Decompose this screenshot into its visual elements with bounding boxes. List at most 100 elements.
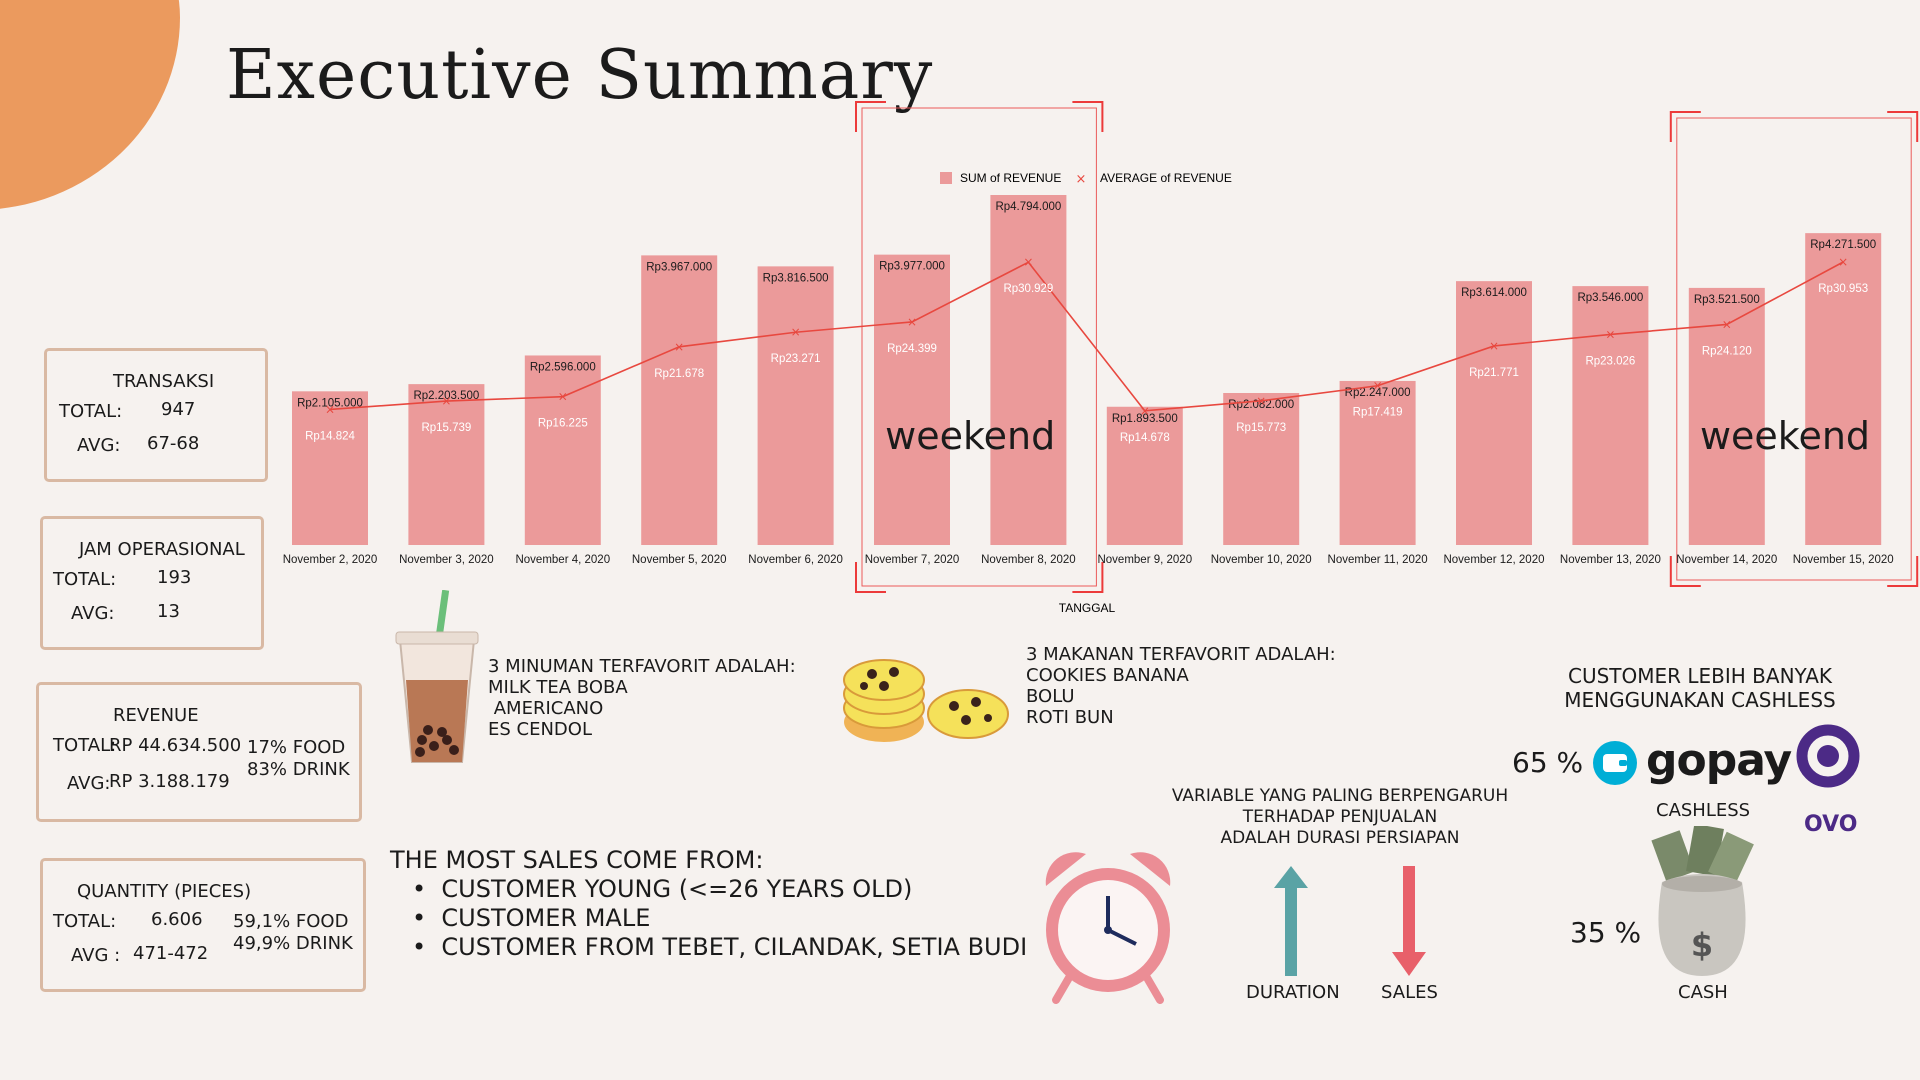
favorite-drinks: 3 MINUMAN TERFAVORIT ADALAH: MILK TEA BO… xyxy=(488,656,796,740)
line-marker: × xyxy=(1373,379,1383,393)
legend: SUM of REVENUE × AVERAGE of REVENUE xyxy=(940,171,1232,187)
x-tick-label: November 5, 2020 xyxy=(632,554,727,566)
x-tick-label: November 10, 2020 xyxy=(1211,554,1312,566)
card-total-value: 193 xyxy=(157,567,192,588)
card-total-label: TOTAL: xyxy=(53,735,117,756)
card-avg-value: 67-68 xyxy=(147,433,200,454)
variable-line: ADALAH DURASI PERSIAPAN xyxy=(1220,828,1460,848)
drink-item: ES CENDOL xyxy=(488,719,592,740)
line-value-label: Rp30.929 xyxy=(1003,283,1053,295)
line-value-label: Rp24.120 xyxy=(1702,345,1752,357)
bar-value-label: Rp4.794.000 xyxy=(995,201,1061,213)
x-tick-label: November 7, 2020 xyxy=(865,554,960,566)
x-tick-label: November 2, 2020 xyxy=(283,554,378,566)
legend-marker-average: × xyxy=(1076,172,1087,187)
x-tick-label: November 15, 2020 xyxy=(1793,554,1894,566)
bar xyxy=(757,266,834,545)
x-tick-label: November 8, 2020 xyxy=(981,554,1076,566)
most-sales-item: • CUSTOMER FROM TEBET, CILANDAK, SETIA B… xyxy=(412,933,1028,961)
legend-label-revenue: SUM of REVENUE xyxy=(960,171,1061,185)
variable-line: VARIABLE YANG PALING BERPENGARUH xyxy=(1171,786,1509,806)
card-transaksi: TRANSAKSI TOTAL: 947 AVG: 67-68 xyxy=(44,348,268,482)
card-total-value: 6.606 xyxy=(151,909,203,930)
arrow-down-icon xyxy=(1392,866,1426,976)
drink-item: AMERICANO xyxy=(488,698,604,719)
page-title: Executive Summary xyxy=(226,36,934,115)
frame-corner xyxy=(1072,562,1104,593)
x-tick-label: November 13, 2020 xyxy=(1560,554,1661,566)
frame-corner xyxy=(1072,101,1104,132)
line-marker: × xyxy=(907,315,917,329)
card-avg-label: AVG : xyxy=(71,945,121,966)
bar xyxy=(292,391,368,545)
card-split-food: 59,1% FOOD xyxy=(233,911,349,932)
card-jam-operasional: JAM OPERASIONAL TOTAL: 193 AVG: 13 xyxy=(40,516,264,650)
bar-value-label: Rp4.271.500 xyxy=(1810,239,1876,251)
line-marker: × xyxy=(1140,404,1150,418)
line-marker: × xyxy=(791,325,801,339)
frame-corner xyxy=(1669,111,1701,142)
food-item: COOKIES BANANA xyxy=(1026,665,1189,686)
line-value-label: Rp15.739 xyxy=(421,422,471,434)
line-marker: × xyxy=(325,402,335,416)
card-avg-label: AVG: xyxy=(77,435,121,456)
card-split-drink: 49,9% DRINK xyxy=(233,933,353,954)
line-value-label: Rp24.399 xyxy=(887,343,937,355)
card-total-label: TOTAL: xyxy=(53,569,117,590)
line-value-label: Rp16.225 xyxy=(538,418,588,430)
favorite-foods-heading: 3 MAKANAN TERFAVORIT ADALAH: xyxy=(1026,644,1336,665)
card-total-label: TOTAL: xyxy=(53,911,117,932)
card-heading: REVENUE xyxy=(113,705,199,726)
frame-corner xyxy=(1887,111,1919,142)
line-value-label: Rp14.824 xyxy=(305,430,355,442)
card-heading: JAM OPERASIONAL xyxy=(79,539,245,560)
most-sales: THE MOST SALES COME FROM: • CUSTOMER YOU… xyxy=(390,846,1027,962)
gopay-wallet-icon xyxy=(1593,741,1637,785)
boba-drink-icon xyxy=(395,590,479,763)
cookies-icon xyxy=(843,659,1009,742)
bar xyxy=(524,355,601,545)
bar xyxy=(1339,380,1416,545)
bar xyxy=(1688,287,1765,545)
line-value-label: Rp30.953 xyxy=(1818,283,1868,295)
weekend-highlight xyxy=(1669,111,1919,587)
frame-corner xyxy=(855,562,886,593)
line-value-label: Rp23.271 xyxy=(771,353,821,365)
x-tick-label: November 3, 2020 xyxy=(399,554,494,566)
cashless-percent: 65 % xyxy=(1512,746,1584,779)
variable-line: TERHADAP PENJUALAN xyxy=(1242,807,1438,827)
x-axis-label: TANGGAL xyxy=(1059,601,1116,615)
frame-corner xyxy=(1887,556,1919,587)
favorite-foods: 3 MAKANAN TERFAVORIT ADALAH: COOKIES BAN… xyxy=(1026,644,1336,728)
bar-value-label: Rp2.105.000 xyxy=(297,397,363,409)
payment-line: CUSTOMER LEBIH BANYAK xyxy=(1567,664,1833,688)
weekend-label: weekend xyxy=(885,414,1055,458)
card-total-label: TOTAL: xyxy=(59,401,123,422)
x-tick-label: November 12, 2020 xyxy=(1443,554,1544,566)
card-heading: TRANSAKSI xyxy=(113,371,215,392)
card-split-drink: 83% DRINK xyxy=(247,759,350,780)
bar xyxy=(874,254,950,546)
bar xyxy=(1456,281,1532,545)
ovo-label: OVO xyxy=(1804,812,1858,837)
bar-value-label: Rp3.521.500 xyxy=(1694,294,1760,306)
arrow-up-icon xyxy=(1274,866,1308,976)
card-total-value: RP 44.634.500 xyxy=(109,735,242,756)
drink-item: MILK TEA BOBA xyxy=(488,677,628,698)
bar xyxy=(1572,286,1649,545)
line-marker: × xyxy=(1605,327,1615,341)
revenue-chart: Rp2.105.000 Rp2.203.500 Rp2.596.000 Rp3.967… xyxy=(283,101,1919,615)
ovo-logo-icon xyxy=(1796,724,1860,788)
food-item: ROTI BUN xyxy=(1026,707,1114,728)
x-tick-label: November 4, 2020 xyxy=(515,554,610,566)
weekend-label: weekend xyxy=(1700,414,1870,458)
most-sales-heading: THE MOST SALES COME FROM: xyxy=(390,846,764,874)
bar-value-label: Rp2.247.000 xyxy=(1345,387,1411,399)
bar-value-label: Rp3.546.000 xyxy=(1577,292,1643,304)
line-marker: × xyxy=(441,394,451,408)
line-value-label: Rp21.771 xyxy=(1469,367,1519,379)
line-marker: × xyxy=(1722,317,1732,331)
line-value-label: Rp21.678 xyxy=(654,368,704,380)
highlight-frame xyxy=(861,107,1097,587)
card-avg-value: RP 3.188.179 xyxy=(109,771,230,792)
